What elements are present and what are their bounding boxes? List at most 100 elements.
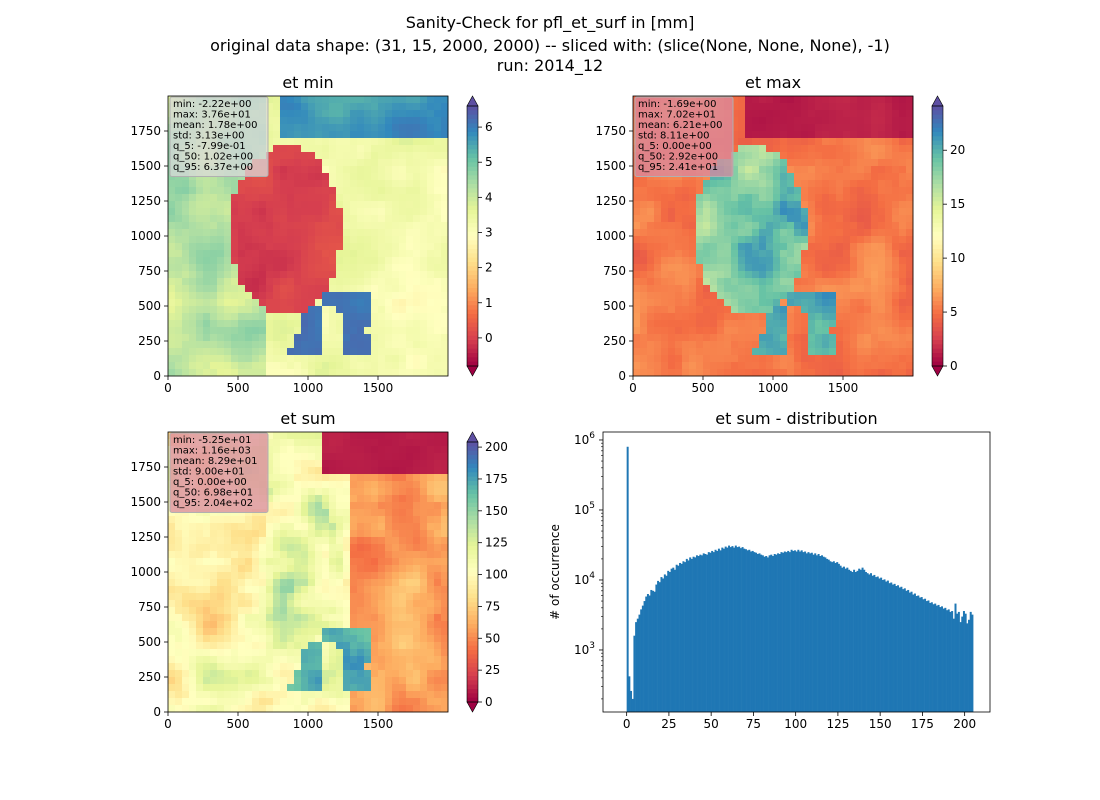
image-cell	[280, 355, 288, 363]
image-cell	[885, 271, 893, 279]
image-cell	[773, 222, 781, 230]
image-cell	[266, 663, 274, 671]
image-cell	[294, 439, 302, 447]
image-cell	[731, 299, 739, 307]
image-cell	[668, 285, 676, 293]
image-cell	[640, 334, 648, 342]
image-cell	[315, 110, 323, 118]
image-cell	[189, 313, 197, 321]
image-cell	[738, 159, 746, 167]
image-cell	[682, 355, 690, 363]
image-cell	[441, 579, 449, 587]
image-cell	[392, 103, 400, 111]
image-cell	[266, 488, 274, 496]
image-cell	[780, 348, 788, 356]
image-cell	[731, 173, 739, 181]
image-cell	[266, 460, 274, 468]
image-cell	[287, 523, 295, 531]
image-cell	[413, 278, 421, 286]
image-cell	[906, 229, 914, 237]
image-cell	[766, 103, 774, 111]
image-cell	[294, 369, 302, 377]
image-cell	[252, 313, 260, 321]
image-cell	[224, 607, 232, 615]
image-cell	[336, 432, 344, 440]
image-cell	[364, 572, 372, 580]
image-cell	[364, 173, 372, 181]
image-cell	[752, 215, 760, 223]
image-cell	[385, 110, 393, 118]
image-cell	[273, 194, 281, 202]
image-cell	[343, 544, 351, 552]
image-cell	[217, 516, 225, 524]
image-cell	[441, 124, 449, 132]
image-cell	[245, 656, 253, 664]
image-cell	[427, 152, 435, 160]
image-cell	[308, 131, 316, 139]
image-cell	[343, 320, 351, 328]
image-cell	[892, 138, 900, 146]
image-cell	[231, 306, 239, 314]
image-cell	[287, 677, 295, 685]
image-cell	[878, 355, 886, 363]
image-cell	[336, 278, 344, 286]
image-cell	[745, 320, 753, 328]
image-cell	[724, 222, 732, 230]
image-cell	[773, 313, 781, 321]
image-cell	[245, 243, 253, 251]
image-cell	[801, 222, 809, 230]
image-cell	[259, 187, 267, 195]
image-cell	[413, 341, 421, 349]
image-cell	[224, 341, 232, 349]
image-cell	[703, 313, 711, 321]
image-cell	[203, 663, 211, 671]
colorbar-segment	[932, 236, 943, 241]
image-cell	[661, 264, 669, 272]
image-cell	[808, 117, 816, 125]
image-cell	[717, 327, 725, 335]
image-cell	[273, 537, 281, 545]
image-cell	[280, 348, 288, 356]
image-cell	[245, 201, 253, 209]
image-cell	[175, 670, 183, 678]
image-cell	[182, 320, 190, 328]
image-cell	[385, 684, 393, 692]
image-cell	[315, 649, 323, 657]
colorbar-segment	[467, 106, 478, 111]
image-cell	[273, 110, 281, 118]
image-cell	[801, 208, 809, 216]
colorbar-segment	[932, 201, 943, 207]
image-cell	[703, 369, 711, 377]
image-cell	[399, 579, 407, 587]
image-cell	[787, 243, 795, 251]
image-cell	[787, 320, 795, 328]
image-cell	[731, 138, 739, 146]
image-cell	[210, 600, 218, 608]
image-cell	[217, 285, 225, 293]
image-cell	[434, 369, 442, 377]
image-cell	[203, 250, 211, 258]
colorbar-segment	[932, 136, 943, 142]
image-cell	[315, 306, 323, 314]
image-cell	[280, 334, 288, 342]
image-cell	[189, 194, 197, 202]
colorbar-segment	[932, 223, 943, 228]
image-cell	[878, 236, 886, 244]
image-cell	[406, 558, 414, 566]
image-cell	[301, 166, 309, 174]
image-cell	[336, 544, 344, 552]
image-cell	[168, 698, 176, 706]
image-cell	[189, 299, 197, 307]
image-cell	[343, 257, 351, 265]
image-cell	[196, 558, 204, 566]
image-cell	[189, 334, 197, 342]
image-cell	[273, 313, 281, 321]
image-cell	[399, 131, 407, 139]
image-cell	[752, 341, 760, 349]
image-cell	[196, 656, 204, 664]
image-cell	[717, 292, 725, 300]
colorbar-segment	[467, 110, 478, 116]
colorbar-segment	[467, 270, 478, 276]
image-cell	[392, 551, 400, 559]
image-cell	[441, 663, 449, 671]
